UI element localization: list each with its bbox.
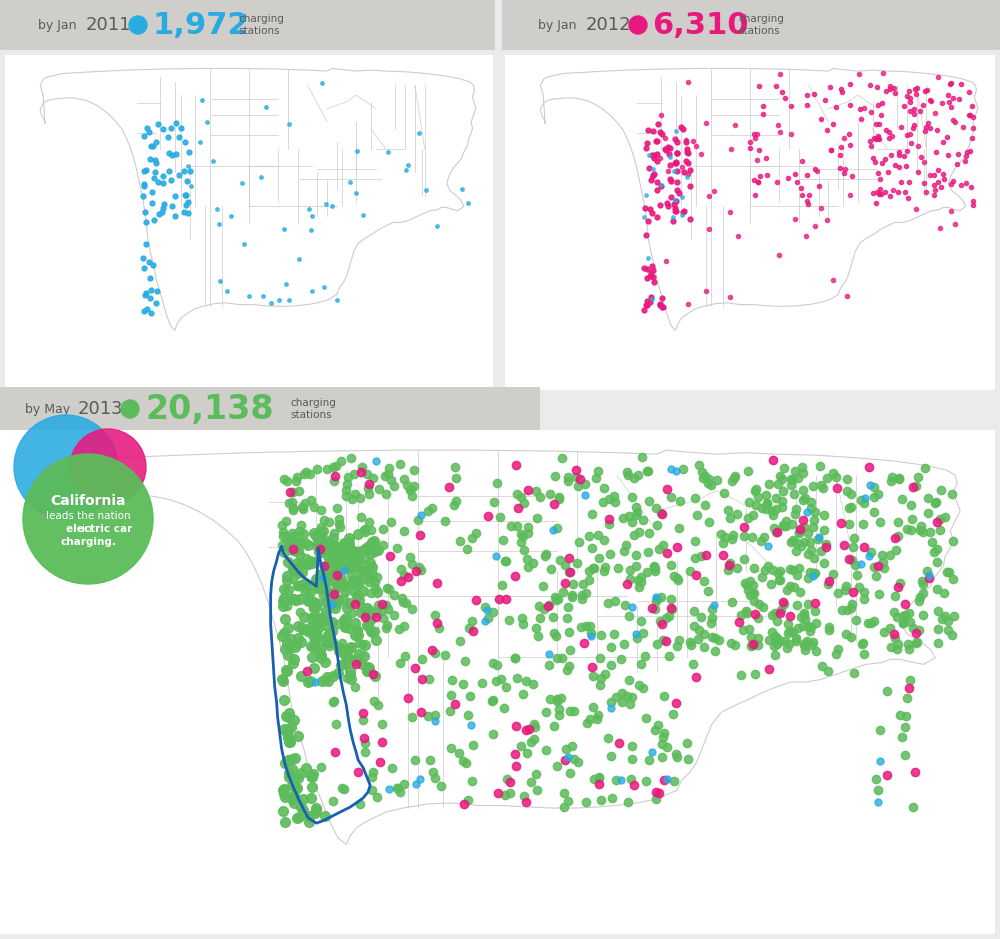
Circle shape (70, 429, 146, 505)
Text: stations: stations (290, 410, 332, 420)
Bar (505, 55, 995, 390)
Circle shape (121, 400, 139, 418)
Circle shape (14, 415, 118, 519)
Polygon shape (540, 69, 978, 331)
Bar (502, 0, 1000, 50)
Text: 2012: 2012 (586, 16, 632, 34)
Text: 20,138: 20,138 (145, 393, 274, 425)
Text: 1,972: 1,972 (152, 10, 248, 39)
Circle shape (23, 454, 153, 584)
Polygon shape (40, 69, 476, 331)
Text: by Jan: by Jan (38, 19, 76, 32)
Text: stations: stations (238, 26, 280, 36)
Circle shape (129, 16, 147, 34)
Text: by May: by May (25, 403, 70, 415)
Text: charging: charging (738, 14, 784, 24)
Polygon shape (72, 450, 960, 844)
Text: electric car: electric car (66, 524, 132, 534)
Bar (0, 387, 540, 430)
Bar (5, 55, 493, 390)
Text: California: California (50, 494, 126, 508)
Text: charging: charging (290, 398, 336, 408)
Text: charging.: charging. (60, 537, 116, 547)
Text: by Jan: by Jan (538, 19, 576, 32)
Text: stations: stations (738, 26, 780, 36)
Text: leads the nation: leads the nation (46, 511, 130, 521)
Bar (0, 430, 995, 934)
Bar (0, 0, 495, 50)
Circle shape (629, 16, 647, 34)
Text: 6,310: 6,310 (652, 10, 748, 39)
Text: in: in (82, 524, 94, 534)
Text: 2013: 2013 (78, 400, 124, 418)
Text: charging: charging (238, 14, 284, 24)
Text: 2011: 2011 (86, 16, 132, 34)
